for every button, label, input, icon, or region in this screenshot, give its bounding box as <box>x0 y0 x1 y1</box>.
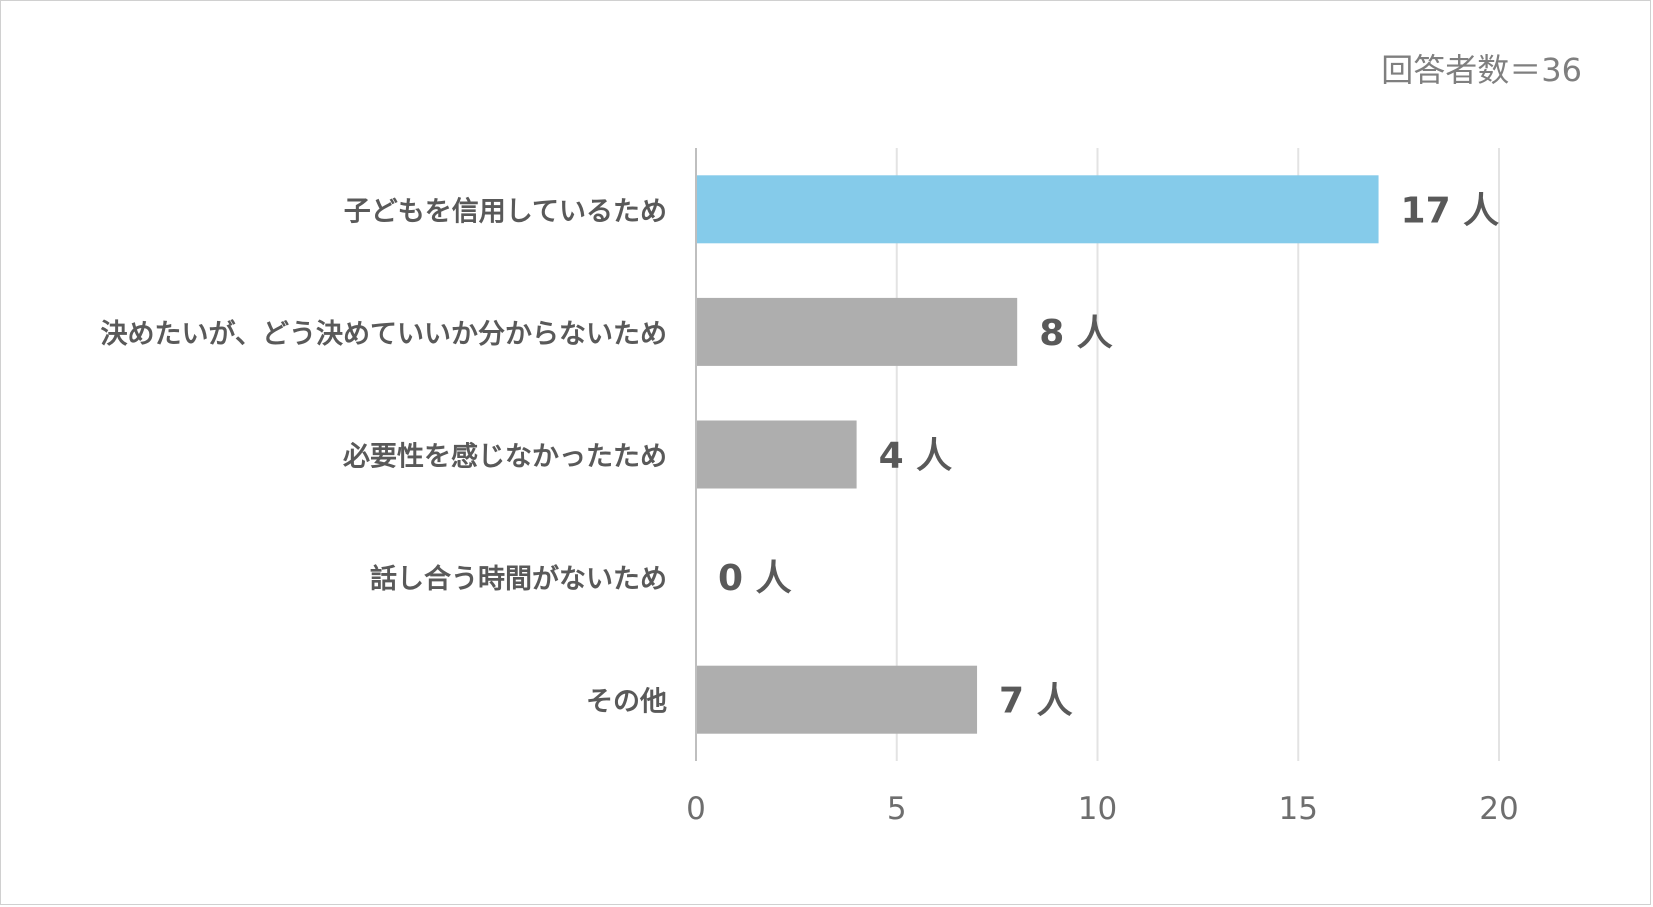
category-label: 決めたいが、どう決めていいか分からないため <box>101 318 667 350</box>
x-tick-label: 5 <box>887 791 907 827</box>
bar <box>696 420 857 489</box>
category-label: 必要性を感じなかったため <box>343 441 667 473</box>
bar <box>696 175 1379 244</box>
x-tick-label: 10 <box>1078 791 1117 827</box>
x-tick-label: 0 <box>686 791 706 827</box>
data-label: 17 人 <box>1401 190 1500 231</box>
data-label: 7 人 <box>999 681 1073 722</box>
bar <box>696 297 1018 366</box>
category-label: 話し合う時間がないため <box>370 563 667 595</box>
data-label: 4 人 <box>879 436 953 477</box>
data-label: 8 人 <box>1039 313 1113 354</box>
data-label: 0 人 <box>718 558 792 599</box>
respondent-count: 回答者数＝36 <box>1381 51 1582 89</box>
bar <box>696 665 978 734</box>
category-label: その他 <box>586 687 667 718</box>
x-tick-label: 20 <box>1479 791 1518 827</box>
x-tick-label: 15 <box>1279 791 1318 827</box>
category-label: 子どもを信用しているため <box>344 196 667 227</box>
